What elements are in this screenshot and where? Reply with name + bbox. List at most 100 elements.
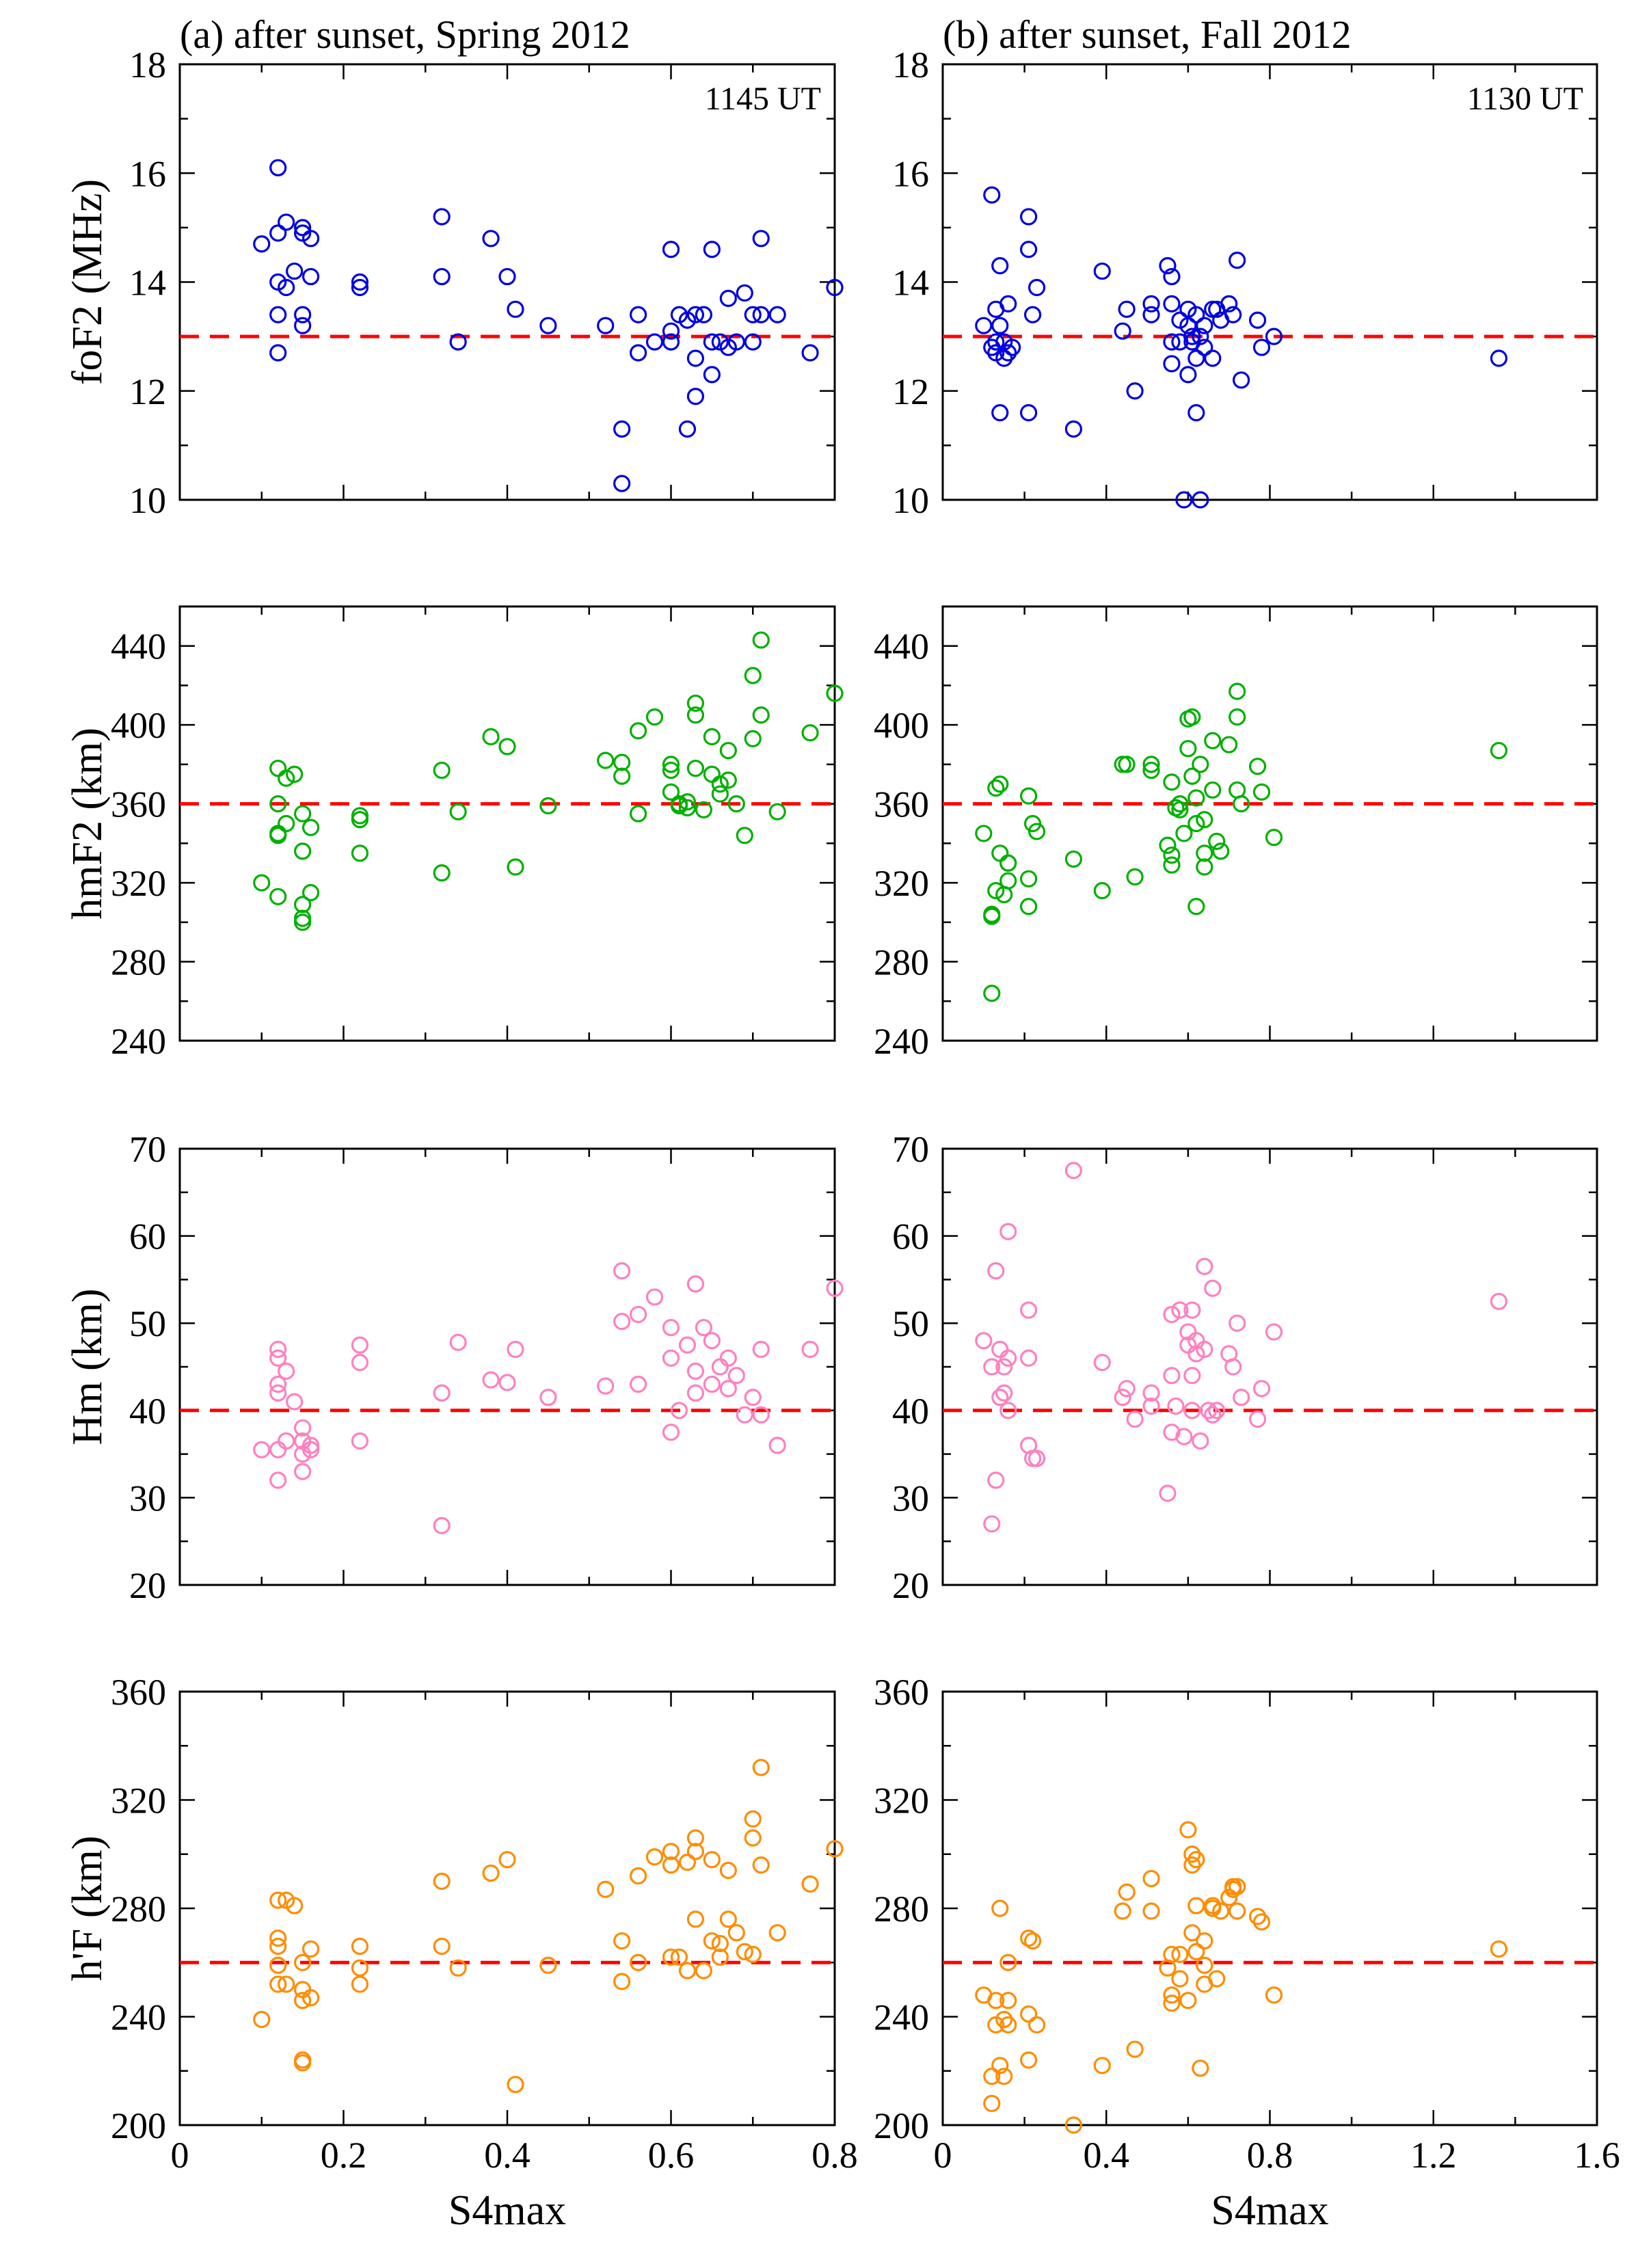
panel-top-left-point (269, 344, 287, 362)
panel-row3-left-point (253, 1441, 271, 1458)
panel-row2-right-point (1028, 823, 1046, 840)
panel-bottom-right-point (1171, 1970, 1189, 1988)
panel-row3-left-frame (178, 1147, 836, 1586)
panel-bottom-right-point (1208, 1970, 1226, 1988)
panel-top-left-point (351, 278, 369, 297)
panel-row2-left-point (507, 858, 524, 876)
panel-top-left-point (752, 230, 770, 248)
panel-bottom-right-point (999, 2016, 1017, 2033)
panel-top-right-point (1159, 257, 1177, 275)
panel-row2-right: 240 280 320 360 400 440 (874, 605, 1598, 1062)
panel-top-left-point (826, 278, 844, 297)
panel-row3-right-points (975, 1162, 1508, 1533)
panel-row2-left-point (801, 724, 819, 742)
panel-bottom-right-point (1265, 1986, 1283, 2004)
panel-row3-left-point (768, 1437, 786, 1454)
panel-row2-right-point (1142, 756, 1160, 773)
panel-bottom-left-point (433, 1937, 451, 1956)
panel-top-right-point (1142, 295, 1160, 312)
panel-bottom-left-xtick-label: 0.6 (648, 2135, 695, 2176)
panel-row2-left-point (711, 785, 729, 803)
panel-top-left-point (597, 317, 615, 334)
panel-row2-right-point (1233, 795, 1250, 813)
panel-top-left-point (727, 333, 745, 351)
panel-bottom-right-point (1142, 1902, 1160, 1920)
panel-top-right-point (999, 295, 1017, 312)
panel-row3-left-point (278, 1362, 295, 1380)
panel-row2-left-point (703, 765, 721, 783)
panel-top-left-point (269, 224, 287, 242)
panel-bottom-right-point (999, 1953, 1017, 1971)
panel-bottom-right-point (1187, 1897, 1205, 1915)
panel-top-right-ytick-label: 10 (892, 480, 929, 521)
panel-bottom-right-point (999, 1992, 1017, 2010)
panel-row2-right-point (1126, 868, 1144, 886)
panel-row2-left-point (433, 864, 451, 882)
panel-row2-left-point (686, 694, 705, 712)
panel-row2-right-point (1118, 756, 1136, 773)
panel-bottom-left-point (269, 1929, 287, 1947)
panel-bottom-left-point (498, 1851, 516, 1869)
panel-row3-left-point (269, 1349, 287, 1367)
panel-bottom-right-point (1171, 1945, 1189, 1963)
panel-top-left-point (294, 219, 312, 237)
panel-top-right-point (1020, 208, 1038, 226)
panel-row3-left-ytick-label: 30 (129, 1478, 166, 1519)
panel-bottom-left-point (269, 1975, 287, 1993)
panel-row2-left-point (597, 751, 615, 769)
panel-bottom-left-point (539, 1956, 557, 1974)
panel-top-right-point (1204, 349, 1222, 367)
panel-top-left-point (662, 322, 680, 340)
panel-top-right-point (1192, 328, 1209, 345)
panel-row2-left-point (613, 767, 631, 785)
panel-bottom-right-point (1179, 1992, 1197, 2010)
panel-bottom-left: 200 240 280 320 360 0 0.2 0.4 0.6 0.8 h'F (km) S4ma… (64, 1672, 858, 2234)
panel-bottom-left-ytick-label: 240 (111, 1997, 166, 2038)
panel-bottom-left-point (703, 1851, 721, 1869)
panel-row3-left-ylabel: Hm (km) (64, 1288, 111, 1445)
panel-row3-left-point (727, 1367, 745, 1385)
panel-row3-left-point (269, 1384, 287, 1402)
panel-row3-left-point (613, 1262, 631, 1280)
panel-bottom-left-point (302, 1989, 320, 2007)
panel-bottom-left-point (507, 2075, 524, 2094)
panel-row2-left-point (294, 842, 312, 860)
panel-row3-right-point (1118, 1380, 1136, 1398)
panel-bottom-right-point (1196, 1932, 1213, 1950)
panel-row2-left-point (294, 805, 312, 823)
panel-row2-left-point (662, 783, 680, 801)
panel-bottom-right-point (1183, 1856, 1201, 1874)
panel-bottom-left-point (286, 1897, 304, 1915)
panel-bottom-right-xtick-label: 0.8 (1247, 2135, 1293, 2176)
panel-top-right: 10 12 14 16 18 (b) after sunset, Fall 2012 113… (892, 12, 1598, 521)
panel-top-right-ytick-label: 18 (892, 44, 929, 85)
panel-top-left-point (703, 333, 721, 351)
panel-row2-right-point (983, 907, 1001, 925)
panel-top-left-point (801, 344, 819, 362)
panel-row3-right-point (1020, 1349, 1038, 1367)
panel-bottom-left-xtick-label: 0.2 (321, 2135, 367, 2176)
panel-bottom-left-point (662, 1948, 680, 1966)
panel-bottom-left-point (613, 1973, 631, 1990)
panel-top-right-point (1224, 306, 1242, 323)
panel-row3-right-point (1020, 1301, 1038, 1319)
panel-bottom-right-xtick-label: 1.6 (1574, 2135, 1620, 2176)
panel-bottom-left-point (711, 1934, 729, 1953)
panel-row2-right-point (1228, 781, 1246, 799)
panel-bottom-left-point (269, 1956, 287, 1974)
panel-row3-right-point (1183, 1367, 1201, 1385)
panel-top-left-point (662, 333, 680, 351)
panel-bottom-left-point (269, 1891, 287, 1909)
panel-top-left-points (253, 159, 844, 492)
panel-bottom-left-point (294, 2054, 312, 2072)
panel-bottom-right-xtick-label: 0.4 (1084, 2135, 1130, 2176)
panel-top-right-point (1183, 328, 1201, 345)
panel-bottom-right-ytick-label: 240 (874, 1997, 929, 2038)
panel-top-left-point (449, 333, 467, 351)
panel-row3-left-point (695, 1318, 713, 1337)
panel-row2-left-point (433, 761, 451, 779)
panel-bottom-left-point (768, 1924, 786, 1942)
panel-row3-right-point (1224, 1358, 1242, 1376)
panel-top-right-point (1248, 311, 1267, 329)
